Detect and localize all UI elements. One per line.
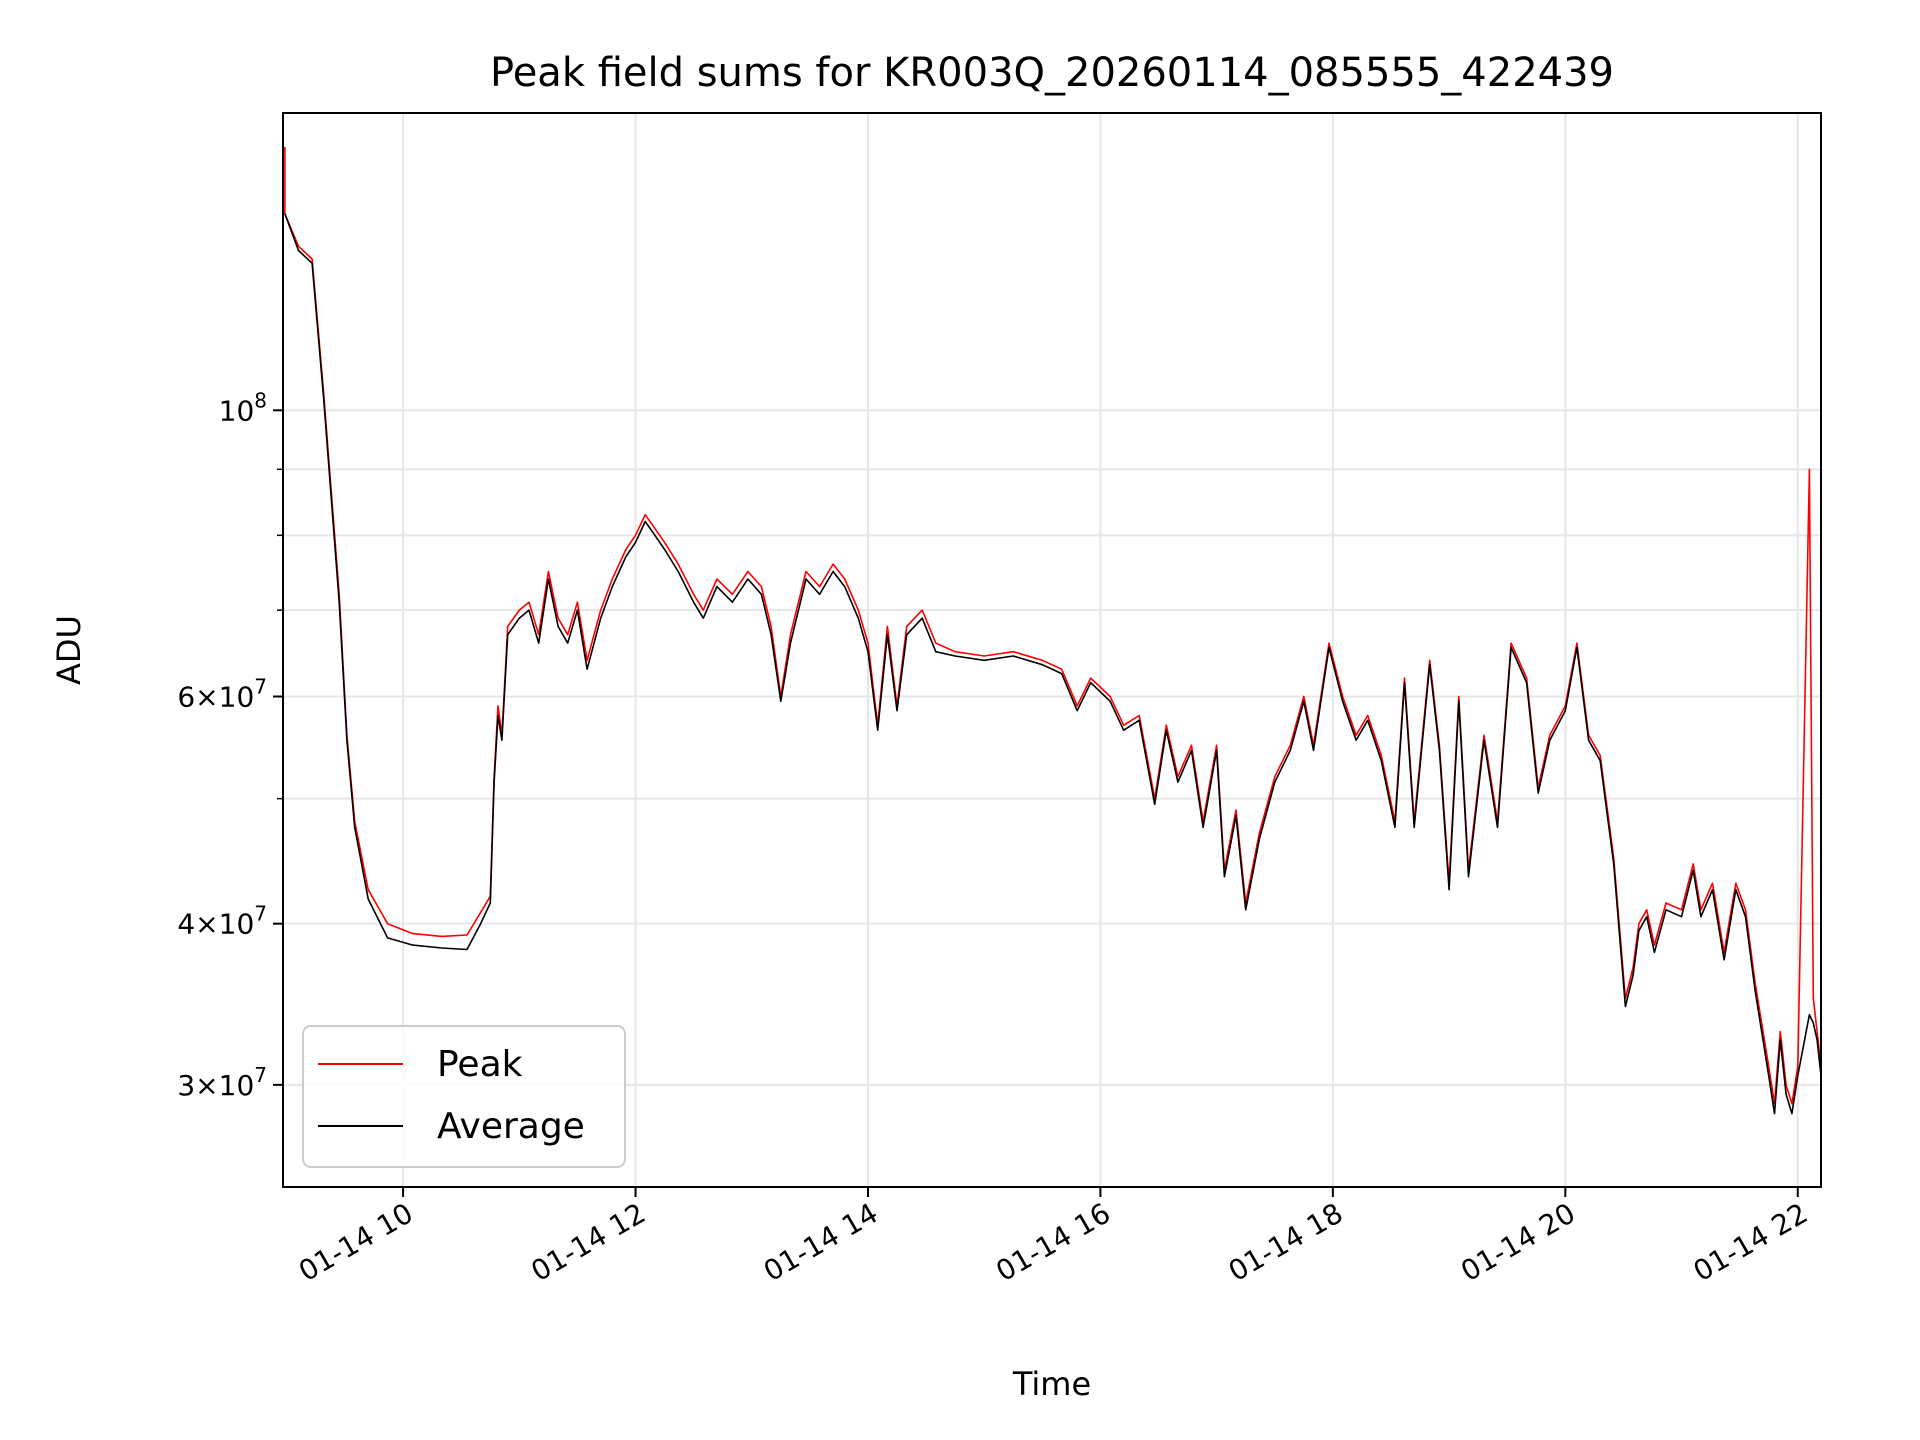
legend-label-peak: Peak	[437, 1044, 523, 1085]
axis-ticks	[273, 409, 1799, 1197]
grid	[283, 113, 1821, 1187]
y-tick-label: 3×107	[177, 1063, 267, 1102]
series-line-peak	[284, 147, 1821, 1105]
legend: Peak Average	[302, 1025, 626, 1168]
y-tick-label: 4×107	[177, 902, 267, 941]
chart-title: Peak field sums for KR003Q_20260114_0855…	[490, 50, 1614, 96]
y-tick-labels: 3×107 4×107 6×107 108	[177, 388, 267, 1102]
series-lines	[284, 147, 1821, 1115]
legend-box	[302, 1025, 626, 1168]
legend-label-average: Average	[437, 1106, 585, 1147]
plot-frame	[282, 112, 1822, 1188]
y-tick-label: 6×107	[177, 674, 267, 713]
series-line-average	[284, 213, 1821, 1115]
y-tick-label: 108	[219, 388, 267, 427]
x-axis-title: Time	[1012, 1365, 1091, 1403]
y-axis-title: ADU	[50, 615, 88, 685]
